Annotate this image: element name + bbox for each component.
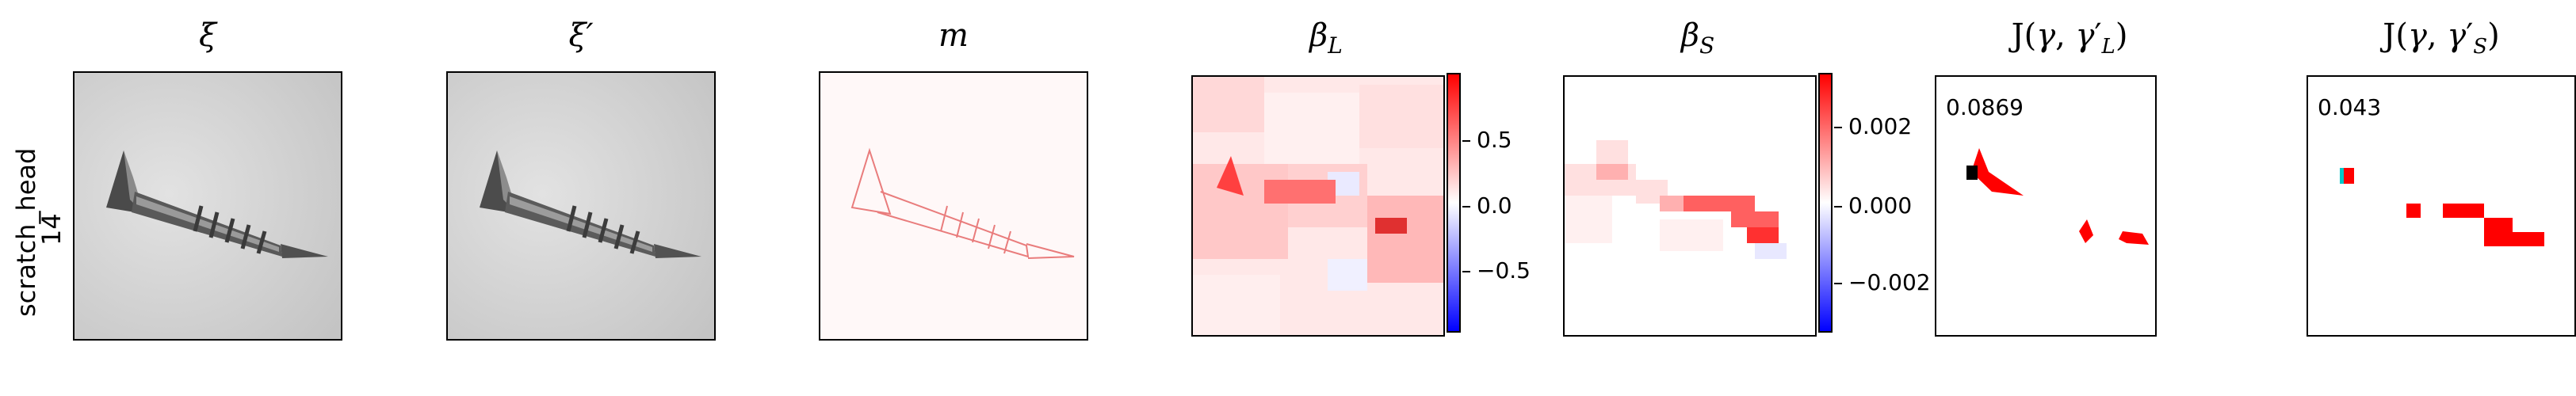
beta-l-tick-neg: −0.5 — [1462, 257, 1531, 284]
beta-l-tick-pos: 0.5 — [1462, 127, 1512, 153]
panel-title-j-s: J(γ, γ′S) — [2383, 17, 2500, 59]
panel-title-beta-l: βL — [1309, 17, 1343, 59]
beta-s-colorbar — [1818, 73, 1833, 333]
panel-title-j-l: J(γ, γ′L) — [2011, 17, 2128, 59]
image-beta-s — [1563, 75, 1817, 337]
mask-heatmap — [820, 73, 1087, 339]
panel-title-m: m — [938, 17, 969, 54]
j-l-overlap-map — [1966, 148, 2149, 245]
image-mask — [819, 71, 1088, 341]
beta-s-tick-neg: −0.002 — [1834, 269, 1931, 295]
beta-l-heatmap — [1193, 77, 1443, 335]
screw-image-perturbed — [448, 73, 714, 339]
image-j-l: 0.0869 — [1935, 75, 2157, 337]
beta-l-tick-zero: 0.0 — [1462, 192, 1512, 219]
beta-s-tick-pos: 0.002 — [1833, 113, 1913, 139]
panel-title-xi-prime: ξ′ — [568, 17, 594, 54]
image-beta-l — [1191, 75, 1445, 337]
image-j-s: 0.043 — [2307, 75, 2576, 337]
beta-s-heatmap — [1565, 77, 1815, 335]
panel-title-beta-s: βS — [1680, 17, 1715, 59]
j-s-overlap-map — [2340, 168, 2544, 246]
beta-l-colorbar — [1447, 73, 1461, 333]
row-label-index: 14 — [36, 213, 67, 246]
beta-s-tick-zero: 0.000 — [1833, 192, 1913, 219]
screw-image-original — [75, 73, 341, 339]
j-l-value: 0.0869 — [1946, 94, 2024, 120]
j-s-value: 0.043 — [2318, 94, 2382, 120]
image-xi — [73, 71, 342, 341]
image-xi-prime — [446, 71, 716, 341]
panel-title-xi: ξ — [198, 17, 217, 54]
row-label: scratch_head 14 — [11, 135, 67, 317]
